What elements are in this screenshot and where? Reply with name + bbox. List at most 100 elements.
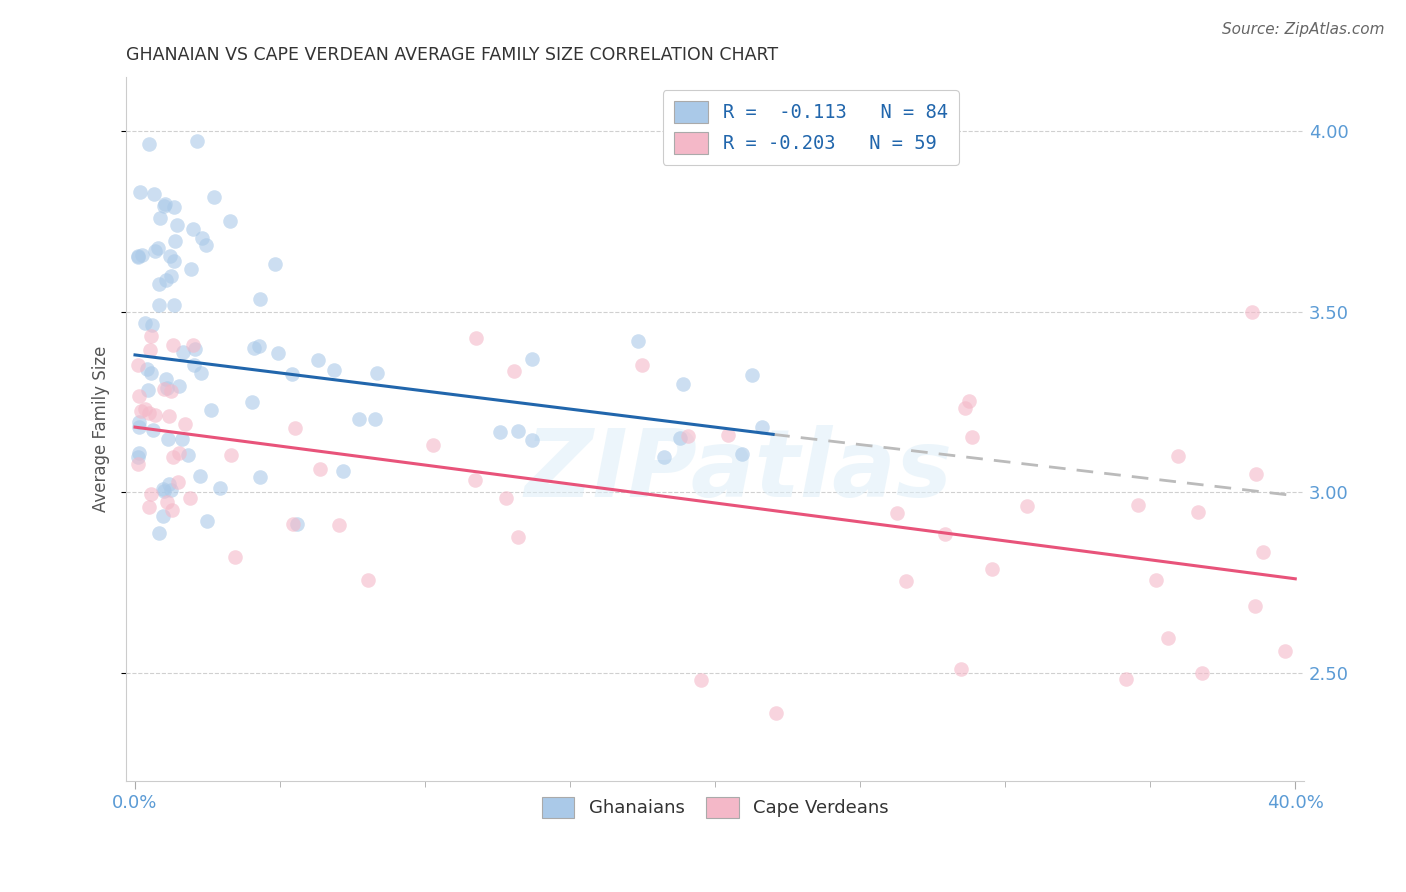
Point bbox=[357, 573, 380, 587]
Point bbox=[173, 417, 195, 432]
Point bbox=[364, 412, 387, 426]
Point bbox=[894, 574, 917, 588]
Point bbox=[1251, 545, 1274, 559]
Point bbox=[672, 376, 695, 391]
Point bbox=[159, 249, 181, 263]
Point bbox=[160, 502, 183, 516]
Point bbox=[508, 425, 530, 439]
Point bbox=[208, 481, 231, 495]
Point bbox=[148, 277, 170, 292]
Point bbox=[172, 345, 194, 359]
Point bbox=[160, 268, 183, 283]
Point bbox=[127, 250, 149, 264]
Point bbox=[167, 446, 190, 460]
Point bbox=[488, 425, 510, 440]
Point bbox=[520, 433, 543, 447]
Point bbox=[934, 526, 956, 541]
Point bbox=[1244, 599, 1267, 614]
Point bbox=[160, 384, 183, 399]
Point bbox=[190, 366, 212, 380]
Point bbox=[332, 464, 354, 478]
Point bbox=[219, 214, 242, 228]
Point bbox=[689, 673, 711, 687]
Point bbox=[127, 458, 149, 472]
Point bbox=[155, 371, 177, 385]
Point bbox=[668, 431, 690, 445]
Point bbox=[159, 409, 181, 424]
Point bbox=[139, 343, 162, 358]
Point bbox=[741, 368, 763, 382]
Point bbox=[180, 262, 202, 277]
Point bbox=[678, 428, 700, 442]
Point bbox=[503, 364, 526, 378]
Point bbox=[464, 331, 486, 345]
Point bbox=[167, 475, 190, 490]
Point bbox=[156, 432, 179, 446]
Point bbox=[127, 358, 149, 372]
Point bbox=[141, 329, 163, 343]
Point bbox=[1144, 573, 1167, 587]
Point bbox=[287, 516, 309, 531]
Point bbox=[176, 448, 198, 462]
Point bbox=[186, 134, 208, 148]
Point bbox=[184, 342, 207, 356]
Legend: Ghanaians, Cape Verdeans: Ghanaians, Cape Verdeans bbox=[534, 789, 896, 825]
Point bbox=[263, 257, 285, 271]
Point bbox=[1274, 644, 1296, 658]
Point bbox=[200, 403, 222, 417]
Point bbox=[155, 273, 177, 287]
Point bbox=[960, 430, 983, 444]
Point bbox=[1244, 467, 1267, 482]
Point bbox=[162, 337, 184, 351]
Point bbox=[163, 254, 186, 268]
Point bbox=[284, 421, 307, 435]
Point bbox=[152, 508, 174, 523]
Point bbox=[957, 393, 980, 408]
Point bbox=[1167, 449, 1189, 463]
Point bbox=[157, 477, 180, 491]
Point bbox=[141, 318, 163, 333]
Point bbox=[138, 137, 160, 152]
Point bbox=[179, 491, 201, 506]
Point bbox=[631, 358, 654, 372]
Point bbox=[422, 438, 444, 452]
Point bbox=[953, 401, 976, 416]
Point bbox=[1240, 304, 1263, 318]
Point bbox=[131, 248, 153, 262]
Point bbox=[267, 346, 290, 360]
Point bbox=[129, 185, 152, 199]
Point bbox=[143, 186, 166, 201]
Point bbox=[188, 469, 211, 483]
Point bbox=[1017, 499, 1039, 513]
Point bbox=[1115, 672, 1137, 686]
Point bbox=[170, 433, 193, 447]
Point bbox=[243, 341, 266, 355]
Point bbox=[495, 491, 517, 506]
Point bbox=[128, 389, 150, 403]
Point bbox=[1191, 665, 1213, 680]
Point bbox=[1187, 505, 1209, 519]
Point bbox=[1126, 498, 1149, 512]
Text: ZIPatlas: ZIPatlas bbox=[524, 425, 953, 517]
Point bbox=[148, 525, 170, 540]
Text: Source: ZipAtlas.com: Source: ZipAtlas.com bbox=[1222, 22, 1385, 37]
Point bbox=[134, 402, 156, 417]
Point bbox=[191, 231, 214, 245]
Point bbox=[163, 297, 186, 311]
Point bbox=[183, 359, 205, 373]
Point bbox=[950, 662, 973, 676]
Point bbox=[717, 427, 740, 442]
Point bbox=[652, 450, 675, 464]
Point bbox=[143, 244, 166, 258]
Point bbox=[128, 415, 150, 429]
Point bbox=[508, 530, 530, 544]
Point bbox=[152, 198, 174, 212]
Point bbox=[134, 316, 156, 330]
Point bbox=[169, 378, 191, 392]
Point bbox=[249, 292, 271, 306]
Point bbox=[323, 363, 346, 377]
Point bbox=[281, 517, 304, 532]
Point bbox=[152, 482, 174, 496]
Point bbox=[143, 409, 166, 423]
Point bbox=[765, 706, 787, 720]
